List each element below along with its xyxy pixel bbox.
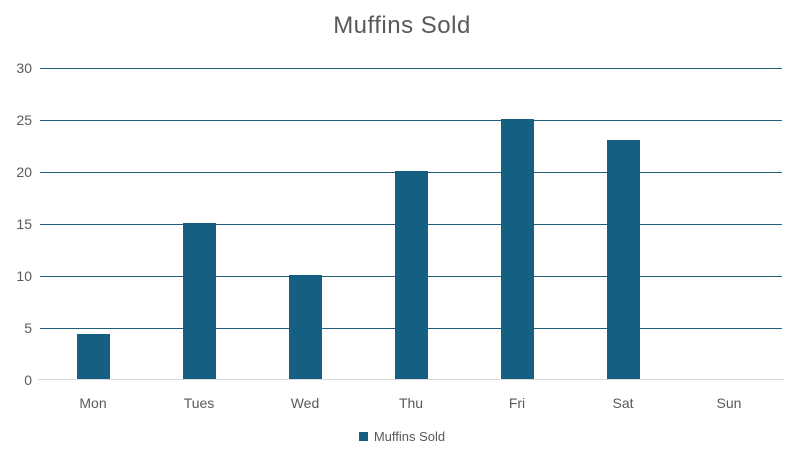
legend-label: Muffins Sold [373,429,446,444]
y-axis-tick-label: 10 [16,268,32,284]
x-axis-label-thu: Thu [398,395,424,411]
plot-area [38,68,784,380]
x-axis-label-sat: Sat [612,395,634,411]
y-axis-tick-label: 30 [16,60,32,76]
y-axis-tick-label: 25 [16,112,32,128]
bar-tues [182,223,216,379]
x-axis-line [38,379,784,380]
bar-thu [394,171,428,379]
bar-sat [606,139,640,379]
y-axis-tick-label: 15 [16,216,32,232]
x-axis-label-mon: Mon [79,395,107,411]
gridline [40,120,782,121]
bar-fri [500,119,534,379]
x-axis-label-wed: Wed [290,395,320,411]
y-axis-tick-label: 5 [24,320,32,336]
x-axis-label-sun: Sun [716,395,742,411]
legend: Muffins Sold [0,429,804,444]
bar-wed [288,275,322,379]
bar-mon [76,334,110,379]
y-axis-tick-label: 20 [16,164,32,180]
x-axis-label-tues: Tues [183,395,215,411]
x-axis-label-fri: Fri [508,395,526,411]
legend-swatch-icon [358,432,368,441]
chart-title: Muffins Sold [333,12,471,39]
y-axis-tick-label: 0 [24,372,32,388]
gridline [40,68,782,69]
